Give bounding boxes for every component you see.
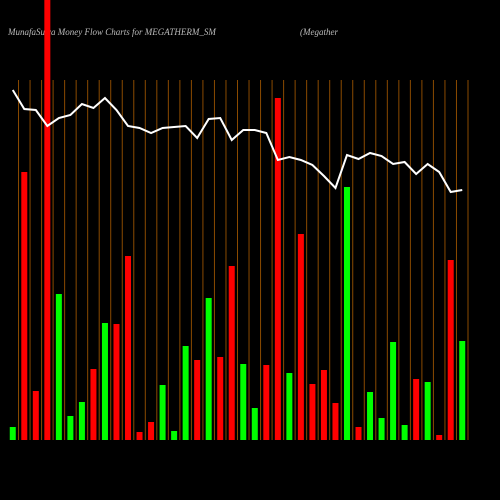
bar — [240, 364, 247, 440]
bar — [413, 379, 420, 440]
bar — [159, 385, 166, 440]
bar — [194, 360, 201, 440]
bar — [101, 323, 108, 440]
bar — [332, 403, 339, 440]
bar — [343, 187, 350, 440]
bar — [274, 98, 281, 440]
bar — [367, 392, 374, 440]
bar — [309, 384, 316, 440]
bar — [90, 369, 97, 440]
bar — [125, 256, 132, 440]
bar — [171, 431, 178, 440]
bar — [263, 365, 270, 440]
bar — [378, 418, 385, 440]
bar — [251, 408, 258, 440]
bar — [67, 416, 74, 440]
bar — [217, 357, 224, 440]
bar — [286, 373, 293, 440]
bar — [136, 432, 143, 440]
bar — [148, 422, 155, 440]
chart-subtitle: (Megather — [300, 27, 338, 37]
bar — [390, 342, 397, 440]
money-flow-line — [11, 89, 463, 194]
bar — [182, 346, 189, 440]
bar — [21, 172, 28, 440]
bar — [44, 0, 51, 440]
bar — [9, 427, 16, 440]
bar — [113, 324, 120, 440]
bar — [205, 298, 212, 440]
bar — [320, 370, 327, 440]
bar — [32, 391, 39, 440]
bar — [297, 234, 304, 440]
bar — [78, 402, 85, 440]
bar — [401, 425, 408, 440]
bar — [55, 294, 62, 440]
bar — [355, 427, 362, 440]
bar — [459, 341, 466, 440]
bar — [447, 260, 454, 440]
bar — [228, 266, 235, 440]
bar — [436, 435, 443, 440]
bar — [424, 382, 431, 440]
chart-title: MunafaSutra Money Flow Charts for MEGATH… — [7, 27, 216, 37]
